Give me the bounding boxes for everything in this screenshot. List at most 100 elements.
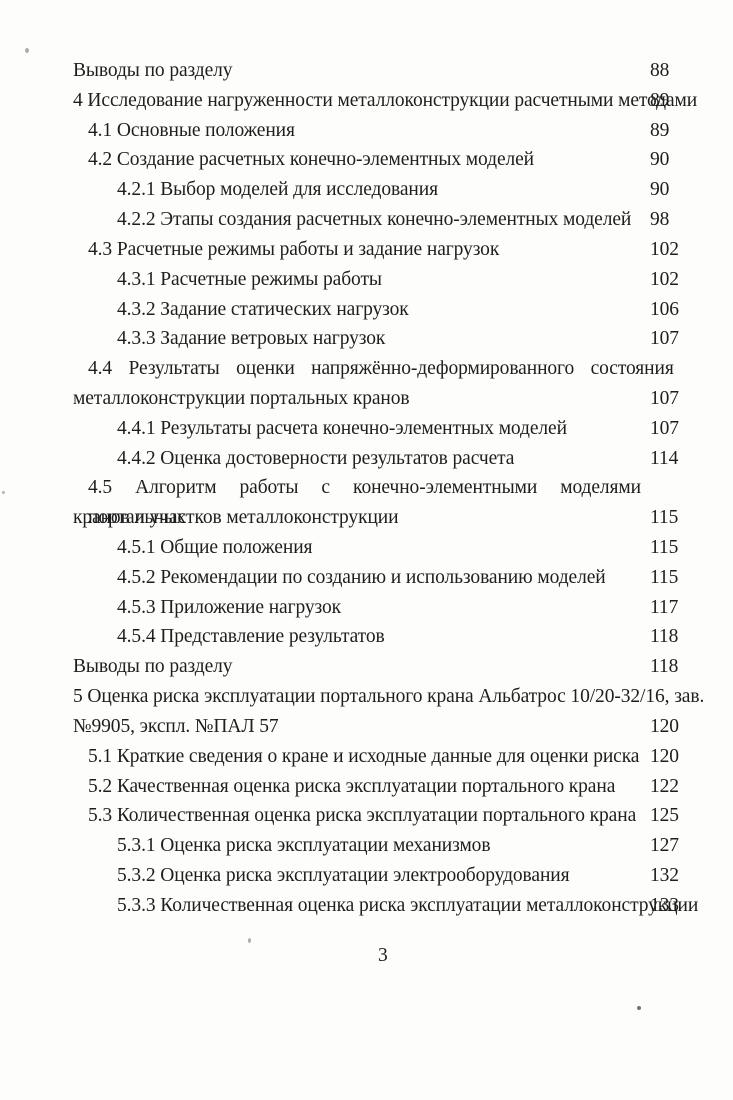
toc-entry-line: 5.3.1 Оценка риска эксплуатации механизм… <box>0 831 733 861</box>
toc-entry-title: 5.3.2 Оценка риска эксплуатации электроо… <box>117 864 570 886</box>
toc-entry-title: 4.5.2 Рекомендации по созданию и использ… <box>117 566 606 588</box>
toc-entry-line: 4.2.1 Выбор моделей для исследования 90 <box>0 175 733 205</box>
toc-entry: 4.5.2 Рекомендации по созданию и использ… <box>0 563 733 593</box>
toc-entry-line: 4.3.1 Расчетные режимы работы 102 <box>0 265 733 295</box>
toc-entry-page-number: 120 <box>650 745 679 767</box>
toc-entry: 5 Оценка риска эксплуатации портального … <box>0 682 733 742</box>
page-number: 3 <box>378 945 388 966</box>
toc-entry: 4.2 Создание расчетных конечно-элементны… <box>0 145 733 175</box>
toc-entry: 5.3.1 Оценка риска эксплуатации механизм… <box>0 831 733 861</box>
toc-entry-page-number: 102 <box>650 268 679 290</box>
toc-entry-line: 5.2 Качественная оценка риска эксплуатац… <box>0 772 733 802</box>
toc-entry: 4 Исследование нагруженности металлоконс… <box>0 86 733 116</box>
toc-entry-line: 4.4 Результаты оценки напряжённо-деформи… <box>0 354 733 384</box>
toc-entry-page-number: 118 <box>650 656 679 678</box>
toc-entry-page-number: 90 <box>650 179 670 201</box>
toc-entry: 4.4 Результаты оценки напряжённо-деформи… <box>0 354 733 414</box>
toc-entry-page-number: 115 <box>650 566 679 588</box>
toc-entry-page-number: 133 <box>650 894 679 916</box>
toc-entry-line: 4.5.4 Представление результатов 118 <box>0 622 733 652</box>
toc-entry-page-number: 102 <box>650 238 679 260</box>
toc-entry-title: 4.5.4 Представление результатов <box>117 626 385 648</box>
toc-entry: 4.3.2 Задание статических нагрузок 106 <box>0 295 733 325</box>
toc-entry-page-number: 115 <box>650 507 679 529</box>
toc-entry-title: 4 Исследование нагруженности металлоконс… <box>73 89 698 111</box>
scan-speck <box>25 48 29 53</box>
toc-entry-page-number: 115 <box>650 537 679 558</box>
toc-entry: 4.5.1 Общие положения 115 <box>0 533 733 563</box>
toc-entry-title: №9905, экспл. №ПАЛ 57 <box>73 715 279 737</box>
toc-entry-page-number: 127 <box>650 835 679 857</box>
toc-list: Выводы по разделу 88 4 Исследование нагруж… <box>0 56 733 921</box>
toc-entry-line: 4.5.2 Рекомендации по созданию и использ… <box>0 563 733 593</box>
toc-entry: 5.3 Количественная оценка риска эксплуат… <box>0 801 733 831</box>
toc-entry: 4.5.3 Приложение нагрузок 117 <box>0 593 733 623</box>
toc-entry-title: 5.3.3 Количественная оценка риска эксплу… <box>117 894 699 916</box>
toc-entry-title: кранов и участков металлоконструкции <box>73 507 399 529</box>
toc-entry-page-number: 132 <box>650 864 679 886</box>
toc-entry-title: 5.3.1 Оценка риска эксплуатации механизм… <box>117 835 491 857</box>
scan-speck <box>637 1006 641 1010</box>
toc-entry-page-number: 107 <box>650 387 679 409</box>
toc-entry: 5.3.2 Оценка риска эксплуатации электроо… <box>0 861 733 891</box>
toc-entry-line: 5 Оценка риска эксплуатации портального … <box>0 682 733 712</box>
toc-entry: 5.1 Краткие сведения о кране и исходные … <box>0 742 733 772</box>
toc-entry-title: 4.3 Расчетные режимы работы и задание на… <box>88 238 500 260</box>
scan-speck <box>248 938 251 943</box>
toc-entry-line: кранов и участков металлоконструкции 115 <box>0 503 733 533</box>
toc-entry-page-number: 120 <box>650 715 679 737</box>
scan-speck <box>2 491 5 494</box>
toc-entry-line: 5.1 Краткие сведения о кране и исходные … <box>0 742 733 772</box>
toc-entry: 4.5 Алгоритм работы с конечно-элементным… <box>0 473 733 533</box>
toc-entry-line: 4.4.1 Результаты расчета конечно-элемент… <box>0 414 733 444</box>
toc-entry-page-number: 125 <box>650 805 679 827</box>
toc-entry-line: 4.5.1 Общие положения 115 <box>0 533 733 563</box>
toc-entry-page-number: 90 <box>650 149 670 171</box>
toc-entry-page-number: 89 <box>650 119 670 141</box>
toc-entry-title: металлоконструкции портальных кранов <box>73 387 410 409</box>
toc-entry-title: Выводы по разделу <box>73 656 233 678</box>
toc-entry-page-number: 117 <box>650 596 679 618</box>
toc-entry-line: 4.2 Создание расчетных конечно-элементны… <box>0 145 733 175</box>
toc-entry-line: 4.4.2 Оценка достоверности результатов р… <box>0 444 733 474</box>
toc-entry-page-number: 98 <box>650 209 670 231</box>
toc-entry-page-number: 107 <box>650 328 679 350</box>
toc-entry-title: 5 Оценка риска эксплуатации портального … <box>73 686 705 708</box>
toc-entry-title: 4.2 Создание расчетных конечно-элементны… <box>88 149 535 171</box>
toc-entry-title: 4.3.1 Расчетные режимы работы <box>117 268 382 290</box>
toc-entry-title: 4.4.2 Оценка достоверности результатов р… <box>117 447 515 469</box>
toc-entry-line: Выводы по разделу 88 <box>0 56 733 86</box>
toc-entry-line: №9905, экспл. №ПАЛ 57 120 <box>0 712 733 742</box>
toc-entry-line: металлоконструкции портальных кранов 107 <box>0 384 733 414</box>
toc-entry-line: 5.3.2 Оценка риска эксплуатации электроо… <box>0 861 733 891</box>
toc-entry-line: 4.3.2 Задание статических нагрузок 106 <box>0 295 733 325</box>
toc-entry-line: Выводы по разделу 118 <box>0 652 733 682</box>
toc-entry-page-number: 118 <box>650 626 679 648</box>
toc-entry-line: 4.3.3 Задание ветровых нагрузок 107 <box>0 324 733 354</box>
toc-entry-line: 4.1 Основные положения 89 <box>0 116 733 146</box>
toc-entry: 4.2.2 Этапы создания расчетных конечно-э… <box>0 205 733 235</box>
toc-entry-line: 4.5.3 Приложение нагрузок 117 <box>0 593 733 623</box>
toc-entry-line: 4 Исследование нагруженности металлоконс… <box>0 86 733 116</box>
toc-entry-line: 4.5 Алгоритм работы с конечно-элементным… <box>0 473 733 528</box>
toc-entry: 5.3.3 Количественная оценка риска эксплу… <box>0 891 733 921</box>
toc-entry: 4.3.3 Задание ветровых нагрузок 107 <box>0 324 733 354</box>
toc-entry: 4.5.4 Представление результатов 118 <box>0 622 733 652</box>
toc-entry-title: 4.3.3 Задание ветровых нагрузок <box>117 328 386 350</box>
toc-entry-title: 5.1 Краткие сведения о кране и исходные … <box>88 745 640 767</box>
toc-entry-line: 4.2.2 Этапы создания расчетных конечно-э… <box>0 205 733 235</box>
toc-entry: Выводы по разделу 88 <box>0 56 733 86</box>
toc-entry: 4.3 Расчетные режимы работы и задание на… <box>0 235 733 265</box>
toc-entry-page-number: 88 <box>650 60 670 81</box>
toc-entry-page-number: 107 <box>650 417 679 439</box>
toc-entry: 4.1 Основные положения 89 <box>0 116 733 146</box>
toc-entry-title: 4.5.3 Приложение нагрузок <box>117 596 342 618</box>
toc-entry-title: Выводы по разделу <box>73 60 233 81</box>
toc-entry-title: 4.5.1 Общие положения <box>117 537 313 558</box>
toc-entry: 4.2.1 Выбор моделей для исследования 90 <box>0 175 733 205</box>
toc-entry-page-number: 122 <box>650 775 679 797</box>
toc-entry-page-number: 89 <box>650 89 670 111</box>
toc-entry-title: 4.1 Основные положения <box>88 119 295 141</box>
toc-entry-title: 4.2.1 Выбор моделей для исследования <box>117 179 438 201</box>
